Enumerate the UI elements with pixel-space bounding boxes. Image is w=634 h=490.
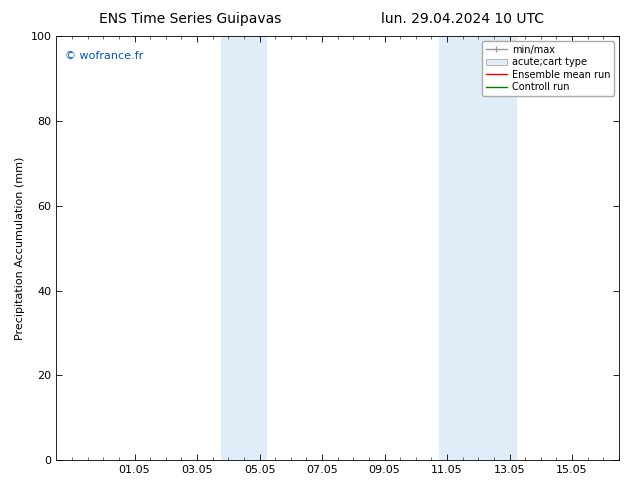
Bar	[221, 36, 244, 460]
Text: © wofrance.fr: © wofrance.fr	[65, 51, 143, 61]
Bar	[439, 36, 463, 460]
Y-axis label: Precipitation Accumulation (mm): Precipitation Accumulation (mm)	[15, 156, 25, 340]
Text: lun. 29.04.2024 10 UTC: lun. 29.04.2024 10 UTC	[381, 12, 545, 26]
Text: ENS Time Series Guipavas: ENS Time Series Guipavas	[99, 12, 281, 26]
Bar	[463, 36, 517, 460]
Bar	[244, 36, 268, 460]
Legend: min/max, acute;cart type, Ensemble mean run, Controll run: min/max, acute;cart type, Ensemble mean …	[482, 41, 614, 96]
